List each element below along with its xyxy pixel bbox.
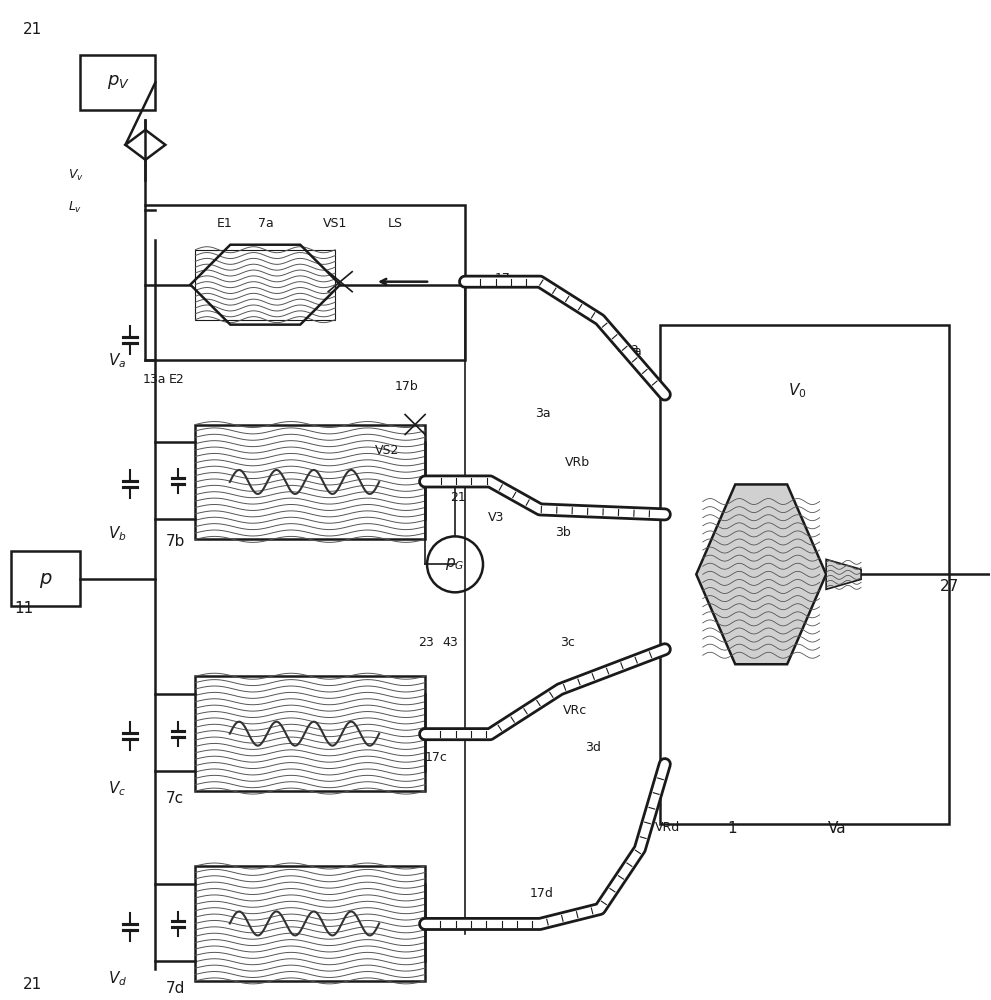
Text: $V_c$: $V_c$ [108, 779, 127, 798]
Bar [80, 55, 156, 110]
Text: $V_0$: $V_0$ [788, 382, 807, 400]
Text: VS2: VS2 [376, 444, 399, 457]
Text: p: p [40, 569, 52, 588]
Text: $p_G$: $p_G$ [445, 556, 465, 572]
Text: 3b: 3b [555, 526, 571, 539]
Text: 43: 43 [442, 636, 458, 649]
Text: 7d: 7d [165, 981, 184, 996]
Text: 21: 21 [23, 22, 42, 37]
Text: $V_d$: $V_d$ [108, 969, 128, 988]
Text: E2: E2 [168, 373, 184, 386]
Text: $L_v$: $L_v$ [68, 200, 82, 215]
Bar [195, 425, 425, 539]
Text: VRa: VRa [614, 342, 639, 355]
Polygon shape [826, 559, 861, 589]
Text: 7b: 7b [165, 534, 184, 549]
Text: VRd: VRd [655, 821, 680, 834]
Text: 17d: 17d [530, 887, 554, 900]
Text: 11: 11 [15, 601, 34, 616]
Bar [195, 250, 335, 320]
Bar [146, 205, 465, 360]
Text: 3a: 3a [535, 407, 551, 420]
Text: 27: 27 [939, 579, 958, 594]
Text: 17c: 17c [425, 751, 448, 764]
Text: VRc: VRc [563, 704, 588, 717]
Text: $V_v$: $V_v$ [68, 168, 84, 183]
Text: 21: 21 [23, 977, 42, 992]
Text: $V_b$: $V_b$ [108, 524, 127, 543]
Text: Va: Va [827, 821, 846, 836]
Text: VRa: VRa [617, 345, 642, 358]
Text: 3c: 3c [560, 636, 575, 649]
Bar [195, 866, 425, 981]
Text: 7a: 7a [259, 217, 275, 230]
Text: VS1: VS1 [323, 217, 348, 230]
Text: 3d: 3d [585, 741, 601, 754]
Text: 17b: 17b [395, 380, 419, 393]
Text: $p_V$: $p_V$ [106, 73, 130, 91]
Text: 7c: 7c [165, 791, 183, 806]
Text: E1: E1 [216, 217, 232, 230]
Bar [11, 551, 80, 606]
Text: $V_a$: $V_a$ [108, 352, 127, 370]
Text: 1: 1 [727, 821, 737, 836]
Bar [195, 676, 425, 791]
Text: 13a: 13a [143, 373, 165, 386]
Text: VRb: VRb [565, 456, 590, 469]
Bar [660, 325, 949, 824]
Polygon shape [697, 484, 826, 664]
Text: 23: 23 [418, 636, 434, 649]
Text: 21: 21 [450, 491, 466, 504]
Text: LS: LS [388, 217, 403, 230]
Text: 17a: 17a [495, 272, 518, 285]
Text: V3: V3 [488, 511, 504, 524]
